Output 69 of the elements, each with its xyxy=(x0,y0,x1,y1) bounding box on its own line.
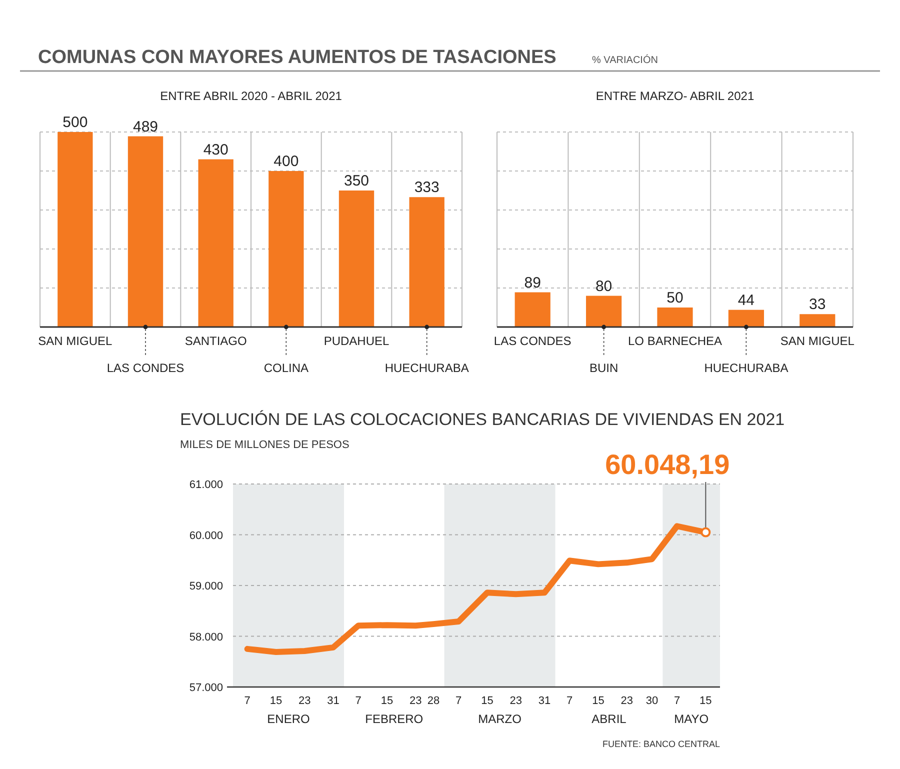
bar xyxy=(586,296,622,327)
text: FEBRERO xyxy=(365,712,424,726)
x-tick-label: 15 xyxy=(270,695,282,707)
bar xyxy=(409,197,444,327)
bar xyxy=(268,171,304,327)
x-tick-label: HUECHURABA xyxy=(704,361,788,375)
data-label: 33 xyxy=(809,296,826,314)
x-tick-label: SAN MIGUEL xyxy=(38,334,112,348)
text: ABRIL xyxy=(592,712,627,726)
chart-title: ENTRE MARZO- ABRIL 2021 xyxy=(596,89,754,103)
x-tick-label: 31 xyxy=(538,695,551,707)
bar xyxy=(128,136,164,327)
x-tick-label: 28 xyxy=(427,695,440,707)
x-tick-label: 23 xyxy=(510,695,522,707)
data-label: 400 xyxy=(274,153,299,170)
bar xyxy=(338,190,374,327)
x-tick-label: 30 xyxy=(646,695,658,707)
y-tick-label: 58.000 xyxy=(189,631,223,644)
bar xyxy=(198,159,234,327)
bar xyxy=(728,310,764,327)
data-label: 489 xyxy=(132,118,158,136)
data-label: 430 xyxy=(203,141,228,158)
x-tick-label: 7 xyxy=(355,695,362,707)
x-tick-label: SAN MIGUEL xyxy=(780,334,855,348)
band-label: MAYO xyxy=(674,712,709,726)
x-tick-label: LO BARNECHEA xyxy=(628,334,722,348)
x-tick-label: 15 xyxy=(700,695,712,707)
data-label: 44 xyxy=(738,292,755,309)
chart-title: ENTRE ABRIL 2020 - ABRIL 2021 xyxy=(160,89,342,103)
x-tick-label: LAS CONDES xyxy=(106,361,184,375)
x-tick-label: 15 xyxy=(592,695,604,707)
x-tick-label: BUIN xyxy=(589,361,618,375)
band-label: ENERO xyxy=(267,712,310,726)
y-tick-label: 61.000 xyxy=(189,479,223,491)
x-tick-label: COLINA xyxy=(264,361,309,375)
text: COMUNAS CON MAYORES AUMENTOS DE TASACIONES xyxy=(38,47,556,68)
band-label: MARZO xyxy=(478,712,522,726)
data-label: 333 xyxy=(414,179,440,196)
x-tick-label: 23 xyxy=(620,695,634,707)
bar xyxy=(657,308,693,327)
y-tick-label: 57.000 xyxy=(189,682,223,694)
source-note: FUENTE: BANCO CENTRAL xyxy=(602,739,720,749)
x-tick-label: 31 xyxy=(327,695,340,707)
chart-subtitle: MILES DE MILLONES DE PESOS xyxy=(180,439,350,451)
x-tick-label: LAS CONDES xyxy=(494,334,572,348)
x-tick-label: PUDAHUEL xyxy=(324,334,390,348)
bar xyxy=(800,314,836,327)
x-tick-label: 23 xyxy=(298,695,311,707)
bar xyxy=(514,292,550,327)
x-tick-label: 7 xyxy=(566,695,573,707)
bar xyxy=(58,132,93,327)
y-tick-label: 59.000 xyxy=(189,580,223,592)
data-label: 500 xyxy=(62,114,88,131)
chart-title: EVOLUCIÓN DE LAS COLOCACIONES BANCARIAS DE VIVIENDAS EN 2021 xyxy=(180,410,785,429)
x-tick-label: 15 xyxy=(481,695,494,707)
data-label: 50 xyxy=(666,290,684,306)
data-label: 350 xyxy=(344,172,370,190)
x-tick-label: 7 xyxy=(456,695,462,707)
text: % VARIACIÓN xyxy=(592,54,658,66)
annotation: 60.048,19 xyxy=(605,449,730,480)
x-tick-label: SANTIAGO xyxy=(184,334,247,348)
x-tick-label: 7 xyxy=(244,695,250,707)
x-tick-label: HUECHURABA xyxy=(384,361,469,375)
x-tick-label: 23 xyxy=(410,695,422,707)
x-tick-label: 7 xyxy=(674,695,680,707)
y-tick-label: 60.000 xyxy=(189,530,223,542)
data-label: 89 xyxy=(524,274,541,292)
data-label: 80 xyxy=(595,278,612,295)
x-tick-label: 15 xyxy=(380,695,394,707)
